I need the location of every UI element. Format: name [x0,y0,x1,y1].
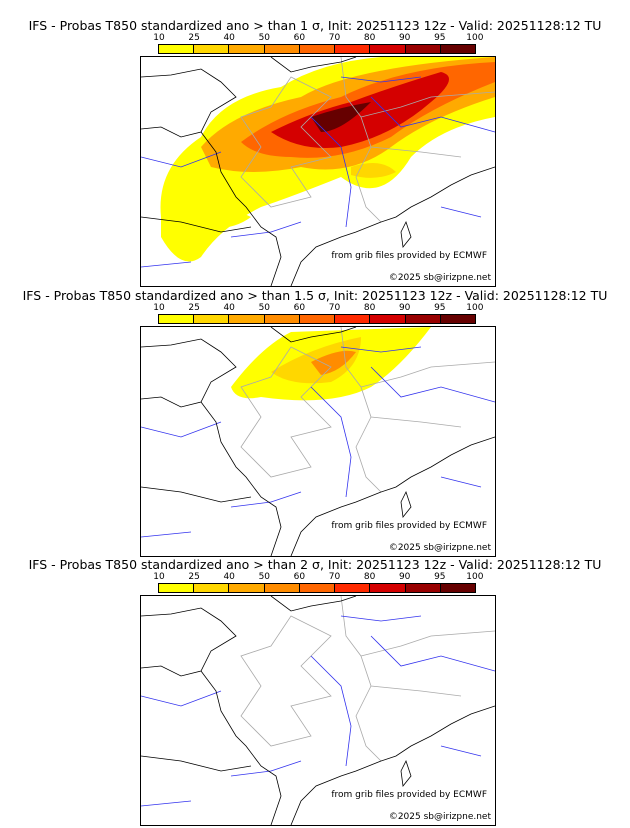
colorbar-tick-label: 40 [223,303,235,313]
rivers [141,346,495,538]
colorbar-tick-label: 10 [153,303,165,313]
colorbar-tick-label: 10 [153,572,165,582]
colorbar-swatch [229,584,265,592]
coastline [141,57,495,286]
probability-area [311,102,371,132]
colorbar-tick-label: 50 [258,303,271,313]
colorbar-swatch [299,315,336,323]
colorbar-swatch [194,584,230,592]
colorbar-swatch [159,315,195,323]
colorbar-tick-label: 80 [363,33,376,43]
colorbar-tick-label: 95 [434,572,446,582]
panel-title: IFS - Probas T850 standardized ano > tha… [28,557,602,572]
colorbar-swatch [299,45,336,53]
map-canvas [141,57,495,286]
probability-map: from grib files provided by ECMWF ©2025 … [140,595,496,826]
colorbar-tick-label: 80 [363,572,376,582]
colorbar [158,314,476,324]
source-credit: from grib files provided by ECMWF [331,251,487,261]
colorbar-tick-label: 90 [398,303,411,313]
colorbar-tick-label: 100 [466,303,484,313]
colorbar-swatch [159,584,195,592]
copyright-credit: ©2025 sb@irizpne.net [388,812,491,822]
colorbar-tick-label: 10 [153,33,165,43]
probability-map: from grib files provided by ECMWF ©2025 … [140,326,496,557]
colorbar-tick-label: 25 [188,572,200,582]
colorbar-swatch [440,315,475,323]
rivers [141,76,495,268]
colorbar-swatch [264,315,300,323]
colorbar-tick-label: 70 [328,303,341,313]
colorbar-swatch [159,45,195,53]
colorbar [158,583,476,593]
colorbar-swatch [370,584,406,592]
colorbar-tick-label: 25 [188,33,200,43]
colorbar-swatch [405,315,441,323]
colorbar-swatch [194,45,230,53]
colorbar-tick-label: 60 [293,572,306,582]
colorbar-swatch [299,584,336,592]
colorbar-tick-label: 50 [258,33,271,43]
colorbar-tick-label: 40 [223,572,235,582]
colorbar-tick-label: 100 [466,33,484,43]
colorbar-swatch [370,45,406,53]
colorbar-tick-label: 60 [293,33,306,43]
panel-title: IFS - Probas T850 standardized ano > tha… [22,288,608,303]
colorbar-tick-label: 70 [328,33,341,43]
colorbar-swatch [229,45,265,53]
source-credit: from grib files provided by ECMWF [331,790,487,800]
forecast-panel: IFS - Probas T850 standardized ano > tha… [0,8,630,287]
probability-area [181,205,251,229]
colorbar-swatch [335,45,371,53]
colorbar-tick-label: 80 [363,303,376,313]
forecast-panel: IFS - Probas T850 standardized ano > tha… [0,547,630,826]
probability-map: from grib files provided by ECMWF ©2025 … [140,56,496,287]
colorbar-tick-label: 40 [223,33,235,43]
colorbar-tick-label: 50 [258,572,271,582]
colorbar-swatch [335,584,371,592]
map-canvas [141,596,495,825]
rivers [141,615,495,807]
colorbar-swatch [264,45,300,53]
colorbar-tick-label: 100 [466,572,484,582]
region-borders [240,327,495,493]
colorbar-swatch [405,584,441,592]
coastline [141,596,495,825]
source-credit: from grib files provided by ECMWF [331,521,487,531]
colorbar-swatch [264,584,300,592]
colorbar-tick-label: 95 [434,33,446,43]
colorbar-swatch [405,45,441,53]
copyright-credit: ©2025 sb@irizpne.net [388,273,491,283]
colorbar-tick-label: 70 [328,572,341,582]
colorbar-tick-label: 90 [398,572,411,582]
colorbar-tick-label: 25 [188,303,200,313]
colorbar-swatch [229,315,265,323]
colorbar-swatch [440,45,475,53]
colorbar-tick-label: 60 [293,303,306,313]
panel-title: IFS - Probas T850 standardized ano > tha… [28,18,602,33]
colorbar-swatch [335,315,371,323]
colorbar-swatch [194,315,230,323]
probability-area [351,163,396,178]
colorbar-tick-label: 95 [434,303,446,313]
coastline [141,327,495,556]
map-canvas [141,327,495,556]
copyright-credit: ©2025 sb@irizpne.net [388,543,491,553]
colorbar-swatch [440,584,475,592]
region-borders [240,57,495,223]
forecast-panel: IFS - Probas T850 standardized ano > tha… [0,278,630,557]
colorbar-tick-label: 90 [398,33,411,43]
colorbar-swatch [370,315,406,323]
region-borders [240,596,495,762]
colorbar [158,44,476,54]
